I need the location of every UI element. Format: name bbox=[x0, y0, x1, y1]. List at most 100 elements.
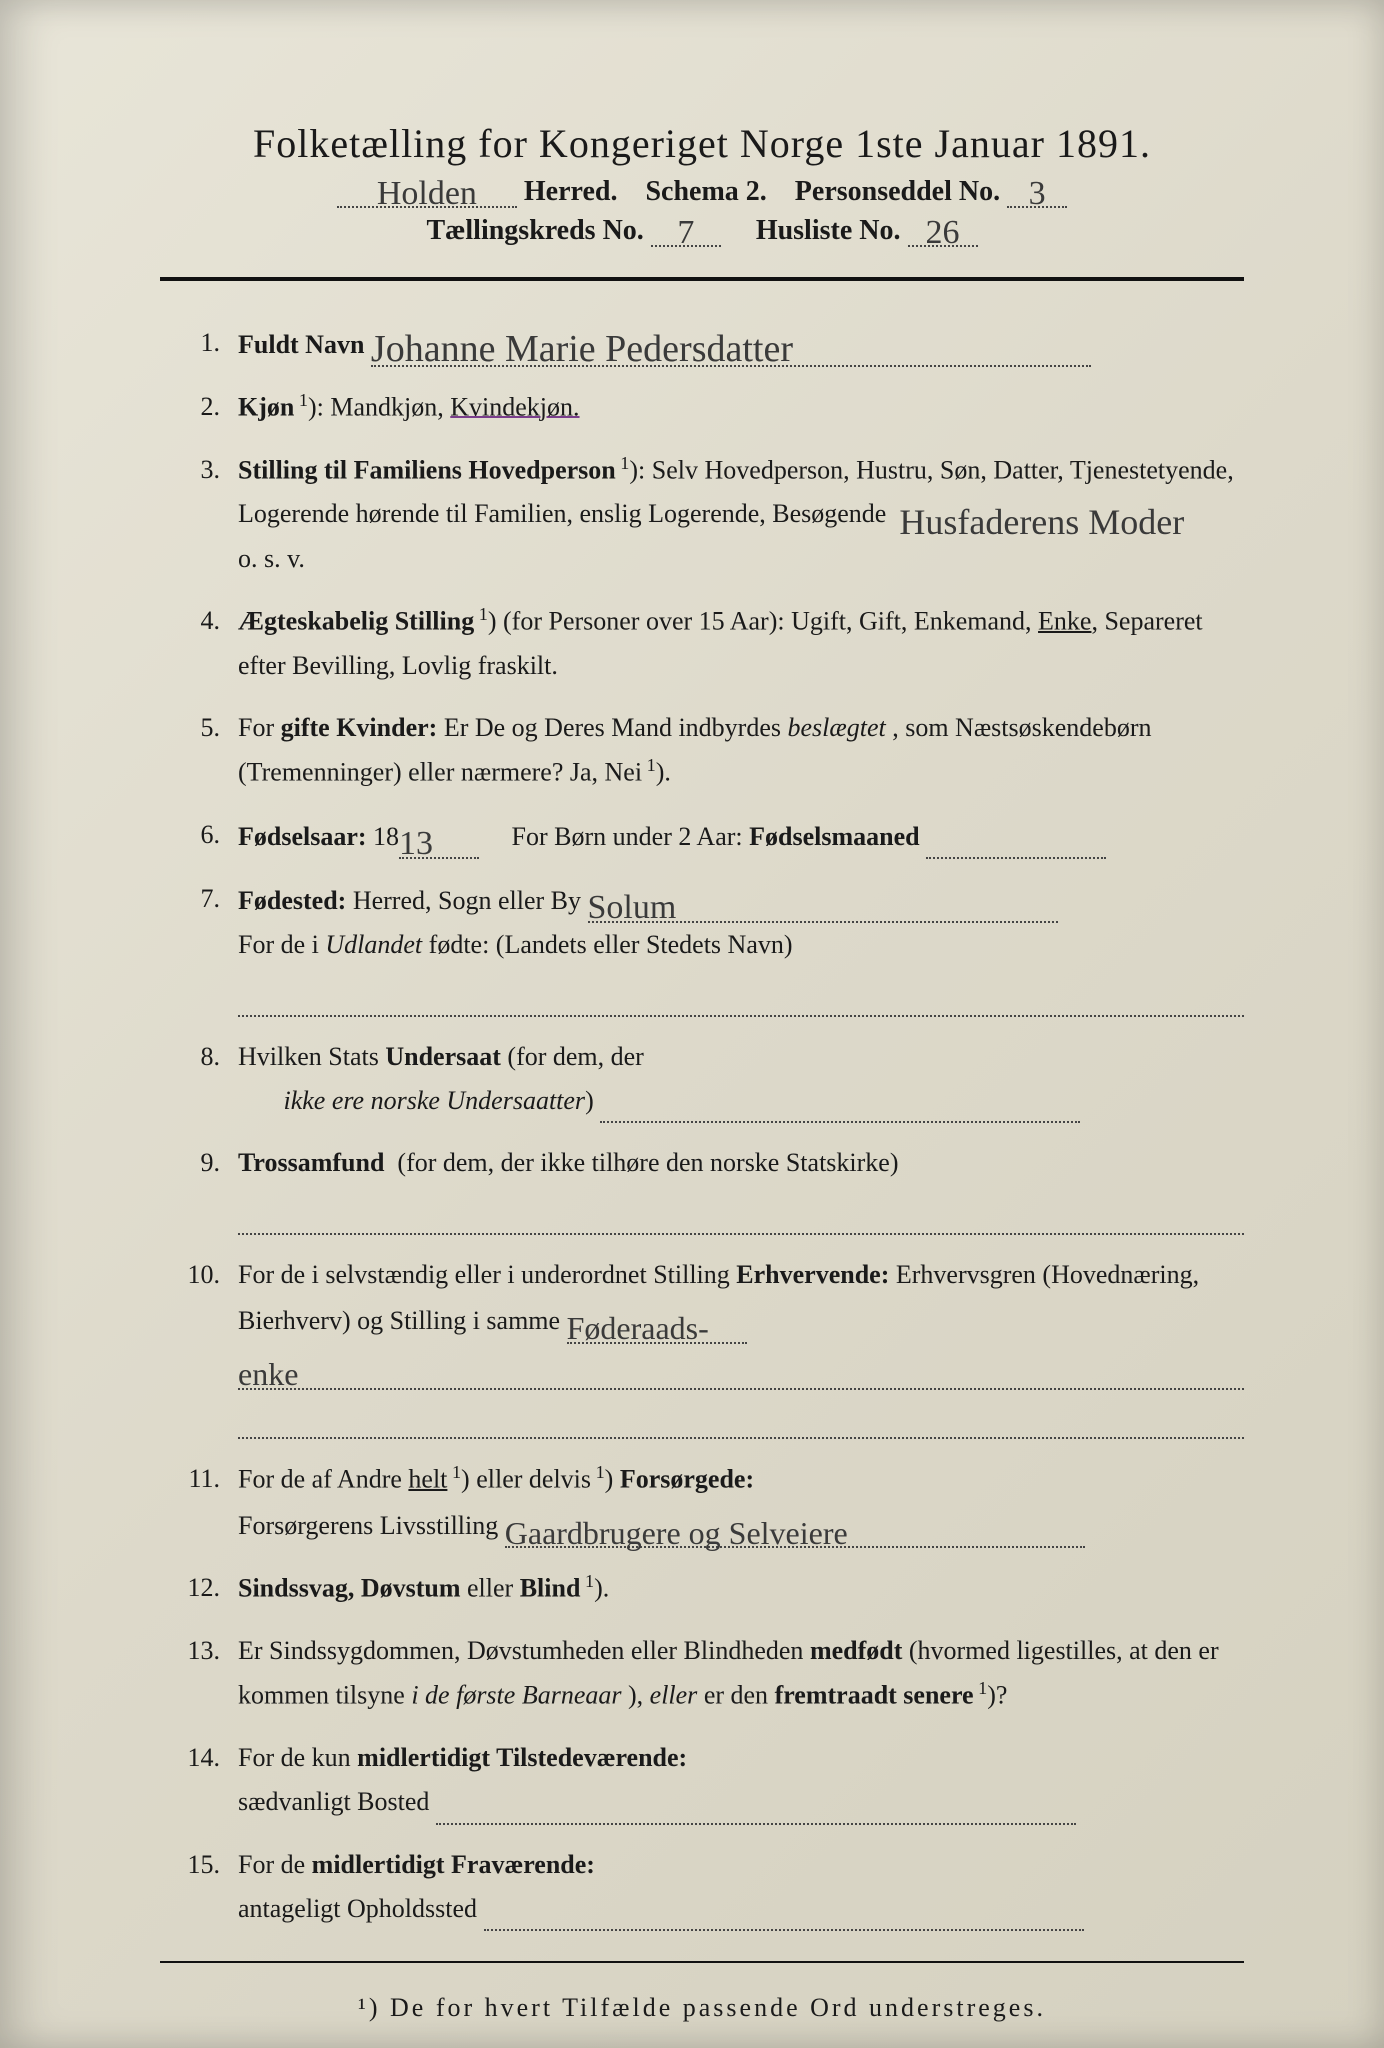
t15-l2: antageligt Opholdssted bbox=[238, 1894, 477, 1923]
aegte-before: Ugift, Gift, Enkemand, bbox=[791, 607, 1038, 636]
herred-label: Herred. bbox=[524, 176, 618, 207]
label-stilling: Stilling til Familiens Hovedperson bbox=[238, 455, 616, 484]
t5-suffix: ). bbox=[656, 758, 671, 787]
t13-t4: er den bbox=[704, 1681, 775, 1710]
t10-pre: For de i selvstændig eller i underordnet… bbox=[238, 1260, 736, 1289]
header-line-1: Holden Herred. Schema 2. Personseddel No… bbox=[160, 175, 1244, 208]
year-hw: 13 bbox=[399, 830, 433, 857]
t7-l2post: fødte: (Landets eller Stedets Navn) bbox=[429, 930, 793, 959]
kjon-selected: Kvindekjøn. bbox=[450, 392, 579, 421]
t12-text: eller bbox=[467, 1574, 520, 1603]
t13-i2: eller bbox=[650, 1681, 698, 1710]
footer-rule bbox=[160, 1961, 1244, 1963]
item-num: 8. bbox=[160, 1035, 238, 1079]
t8-post: (for dem, der bbox=[507, 1042, 643, 1071]
item-num: 5. bbox=[160, 706, 238, 750]
item-1: 1. Fuldt Navn Johanne Marie Pedersdatter bbox=[160, 321, 1244, 367]
item-num: 10. bbox=[160, 1253, 238, 1297]
aegte-selected: Enke bbox=[1038, 607, 1091, 636]
label-sindssvag: Sindssvag, Døvstum bbox=[238, 1574, 461, 1603]
t5-pre: For bbox=[238, 713, 281, 742]
kjon-options: Mandkjøn, bbox=[330, 392, 450, 421]
t15-bold: midlertidigt Fraværende: bbox=[312, 1850, 595, 1879]
item-14: 14. For de kun midlertidigt Tilstedevære… bbox=[160, 1736, 1244, 1824]
label-fodselsmaaned: Fødselsmaaned bbox=[749, 822, 919, 851]
census-form-page: Folketælling for Kongeriget Norge 1ste J… bbox=[0, 0, 1384, 2048]
blank-line bbox=[238, 1192, 1244, 1236]
item-5: 5. For gifte Kvinder: Er De og Deres Man… bbox=[160, 706, 1244, 795]
stilling-suffix: o. s. v. bbox=[238, 544, 305, 573]
t9-text: (for dem, der ikke tilhøre den norske St… bbox=[397, 1148, 898, 1177]
item-num: 14. bbox=[160, 1736, 238, 1780]
t5-italic: beslægtet bbox=[788, 713, 886, 742]
husliste-label: Husliste No. bbox=[756, 215, 901, 246]
item-15: 15. For de midlertidigt Fraværende: anta… bbox=[160, 1843, 1244, 1931]
t11-pre: For de af Andre bbox=[238, 1465, 408, 1494]
taellingskreds-label: Tællingskreds No. bbox=[426, 215, 643, 246]
t12-close: ). bbox=[594, 1574, 609, 1603]
item-num: 13. bbox=[160, 1629, 238, 1673]
t14-pre: For de kun bbox=[238, 1743, 357, 1772]
item-num: 1. bbox=[160, 321, 238, 365]
item-8: 8. Hvilken Stats Undersaat (for dem, der… bbox=[160, 1035, 1244, 1123]
t13-i1: i de første Barneaar bbox=[411, 1681, 621, 1710]
item-num: 3. bbox=[160, 448, 238, 492]
name-hw: Johanne Marie Pedersdatter bbox=[371, 334, 793, 364]
t15-pre: For de bbox=[238, 1850, 312, 1879]
item-11: 11. For de af Andre helt 1) eller delvis… bbox=[160, 1457, 1244, 1548]
herred-hw: Holden bbox=[377, 180, 477, 207]
item-3: 3. Stilling til Familiens Hovedperson 1)… bbox=[160, 448, 1244, 581]
item-13: 13. Er Sindssygdommen, Døvstumheden elle… bbox=[160, 1629, 1244, 1718]
item-num: 12. bbox=[160, 1566, 238, 1610]
item-num: 2. bbox=[160, 385, 238, 429]
t13-b2: fremtraadt senere bbox=[775, 1681, 974, 1710]
t14-l2: sædvanligt Bosted bbox=[238, 1787, 429, 1816]
item-num: 7. bbox=[160, 877, 238, 921]
item-num: 15. bbox=[160, 1843, 238, 1887]
t11-bold: Forsørgede: bbox=[620, 1465, 754, 1494]
label-fodested: Fødested: bbox=[238, 886, 346, 915]
forsorger-hw: Gaardbrugere og Selveiere bbox=[505, 1521, 848, 1547]
item-4: 4. Ægteskabelig Stilling 1) (for Persone… bbox=[160, 599, 1244, 688]
aegte-paren: (for Personer over 15 Aar): bbox=[503, 607, 785, 636]
page-title: Folketælling for Kongeriget Norge 1ste J… bbox=[160, 120, 1244, 167]
t12-bold2: Blind bbox=[520, 1574, 581, 1603]
label-aegteskab: Ægteskabelig Stilling bbox=[238, 607, 474, 636]
t14-bold: midlertidigt Tilstedeværende: bbox=[357, 1743, 687, 1772]
fodested-hw: Solum bbox=[588, 894, 677, 921]
year-prefix: 18 bbox=[373, 822, 399, 851]
t11-mid: eller delvis bbox=[476, 1465, 591, 1494]
t8-bold: Undersaat bbox=[385, 1042, 501, 1071]
blank-line bbox=[238, 1396, 1244, 1440]
item-num: 11. bbox=[160, 1457, 238, 1501]
t6-text2: For Børn under 2 Aar: bbox=[512, 822, 743, 851]
t5-bold: gifte Kvinder: bbox=[281, 713, 438, 742]
item-7: 7. Fødested: Herred, Sogn eller By Solum… bbox=[160, 877, 1244, 1017]
blank-line bbox=[238, 973, 1244, 1017]
t10-bold: Erhvervende: bbox=[736, 1260, 889, 1289]
t5-text: Er De og Deres Mand indbyrdes bbox=[444, 713, 788, 742]
label-fuldt-navn: Fuldt Navn bbox=[238, 330, 364, 359]
t13-b1: medfødt bbox=[810, 1636, 902, 1665]
item-12: 12. Sindssvag, Døvstum eller Blind 1). bbox=[160, 1566, 1244, 1611]
t13-t1: Er Sindssygdommen, Døvstumheden eller Bl… bbox=[238, 1636, 810, 1665]
item-9: 9. Trossamfund (for dem, der ikke tilhør… bbox=[160, 1141, 1244, 1235]
t8-italic: ikke ere norske Undersaatter bbox=[284, 1086, 586, 1115]
personseddel-no: 3 bbox=[1029, 180, 1046, 207]
item-6: 6. Fødselsaar: 1813 For Børn under 2 Aar… bbox=[160, 813, 1244, 859]
label-fodselsaar: Fødselsaar: bbox=[238, 822, 367, 851]
t11-u1: helt bbox=[408, 1465, 447, 1494]
erhverv-hw1: Føderaads- bbox=[567, 1316, 709, 1342]
header-rule bbox=[160, 277, 1244, 281]
schema-label: Schema 2. bbox=[645, 176, 766, 207]
item-num: 4. bbox=[160, 599, 238, 643]
husliste-no: 26 bbox=[926, 219, 960, 246]
label-kjon: Kjøn bbox=[238, 392, 294, 421]
erhverv-hw2: enke bbox=[238, 1362, 298, 1388]
t7-l2italic: Udlandet bbox=[325, 930, 422, 959]
t11-l2lab: Forsørgerens Livsstilling bbox=[238, 1511, 498, 1540]
t7-l2pre: For de i bbox=[238, 930, 325, 959]
t8-pre: Hvilken Stats bbox=[238, 1042, 385, 1071]
item-10: 10. For de i selvstændig eller i underor… bbox=[160, 1253, 1244, 1439]
item-num: 6. bbox=[160, 813, 238, 857]
